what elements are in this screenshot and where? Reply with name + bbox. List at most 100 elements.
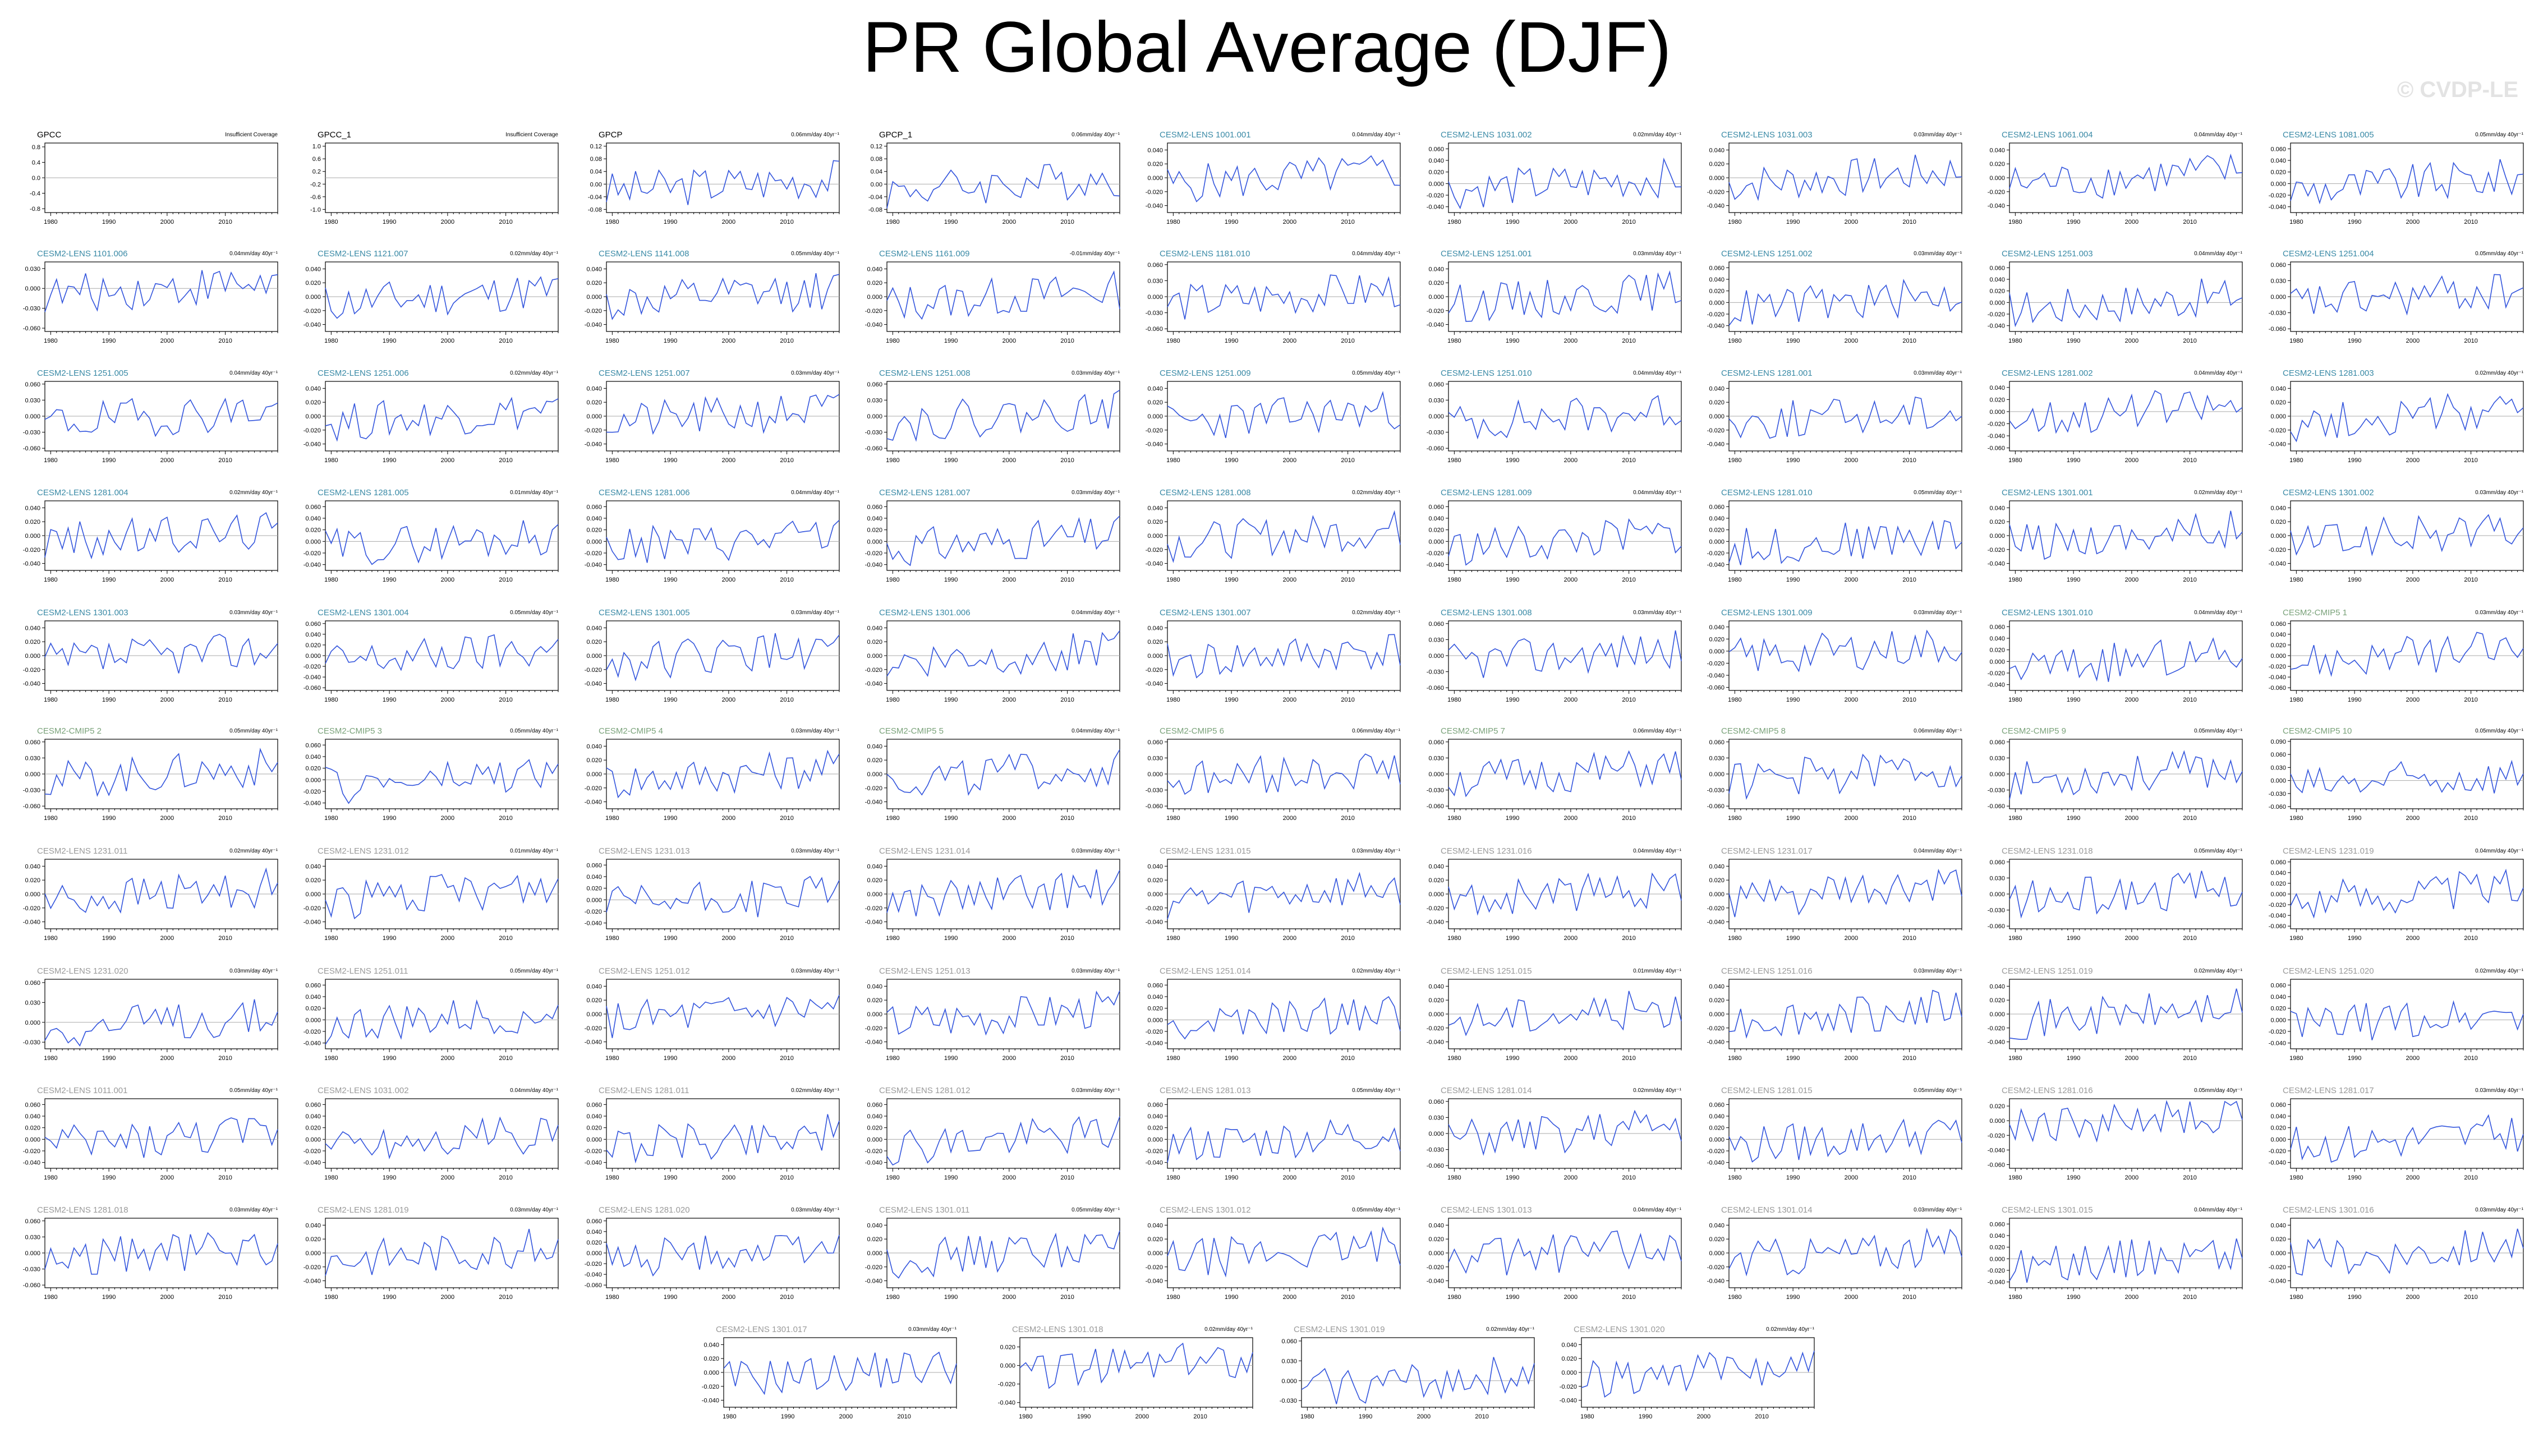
y-tick-label: 0.040	[1147, 863, 1163, 870]
y-tick-label: -0.020	[1988, 1132, 2005, 1139]
y-tick-label: 0.020	[586, 399, 602, 406]
x-tick-label: 2010	[1060, 815, 1074, 822]
x-tick-label: 1990	[102, 815, 116, 822]
x-tick-label: 2000	[722, 1055, 735, 1062]
y-tick-label: 0.040	[1709, 147, 1724, 154]
y-tick-label: 0.000	[1989, 1118, 2005, 1125]
y-tick-label: 0.060	[305, 1102, 321, 1108]
x-tick-label: 2010	[2464, 815, 2477, 822]
panel-title: CESM2-CMIP5 7	[1441, 726, 1505, 736]
chart-panel: CESM2-LENS 1251.015 0.01mm/day 40yr⁻¹ 0.04…	[1427, 966, 1682, 1062]
y-tick-label: 0.020	[1147, 1006, 1163, 1012]
panel-trend-label: 0.02mm/day 40yr⁻¹	[1633, 1088, 1682, 1094]
y-tick-label: 0.060	[1428, 504, 1444, 510]
x-tick-label: 2010	[1622, 1055, 1635, 1062]
series-line	[1167, 996, 1401, 1040]
x-tick-label: 2000	[1283, 1174, 1296, 1181]
x-tick-label: 1980	[2289, 697, 2303, 703]
series-line	[44, 1232, 278, 1275]
y-tick-label: -0.020	[303, 308, 321, 315]
y-tick-label: 0.040	[1709, 983, 1724, 990]
y-tick-label: 0.000	[867, 1136, 882, 1143]
y-tick-label: -0.040	[1707, 919, 1724, 926]
y-tick-label: 0.020	[305, 642, 321, 649]
series-line	[606, 1114, 840, 1164]
y-tick-label: -0.040	[1988, 203, 2005, 210]
x-tick-label: 2000	[160, 815, 174, 822]
panel-title: CESM2-CMIP5 2	[37, 726, 102, 736]
y-tick-label: 0.000	[1428, 1131, 1444, 1137]
panel-trend-label: 0.05mm/day 40yr⁻¹	[1914, 1088, 1962, 1094]
x-tick-label: 2010	[499, 338, 512, 344]
page-title: PR Global Average (DJF)	[862, 7, 1672, 87]
panel-trend-label: 0.04mm/day 40yr⁻¹	[2475, 848, 2524, 854]
x-tick-label: 2010	[499, 219, 512, 225]
y-tick-label: 0.030	[1989, 875, 2005, 882]
x-tick-label: 2000	[441, 1055, 454, 1062]
y-tick-label: 0.040	[1709, 1113, 1724, 1120]
y-tick-label: 0.020	[25, 877, 40, 884]
y-tick-label: 0.040	[305, 632, 321, 638]
chart-panel: CESM2-LENS 1281.013 0.05mm/day 40yr⁻¹ 0.06…	[1146, 1086, 1401, 1181]
y-tick-label: 0.020	[586, 527, 602, 534]
chart-panel: CESM2-LENS 1251.004 0.05mm/day 40yr⁻¹ 0.06…	[2269, 249, 2524, 344]
y-tick-label: -0.020	[865, 550, 882, 557]
y-tick-label: -0.040	[1146, 681, 1163, 688]
y-tick-label: 0.020	[1147, 399, 1163, 406]
x-tick-label: 1980	[1728, 1055, 1741, 1062]
y-tick-label: 0.12	[590, 144, 602, 150]
x-tick-label: 2010	[1622, 219, 1635, 225]
y-tick-label: -0.020	[1988, 311, 2005, 318]
panel-trend-label: 0.06mm/day 40yr⁻¹	[791, 132, 840, 138]
chart-panel: CESM2-LENS 1281.011 0.02mm/day 40yr⁻¹ 0.06…	[585, 1086, 840, 1181]
panel-trend-label: 0.05mm/day 40yr⁻¹	[2475, 251, 2524, 257]
x-tick-label: 2010	[2464, 338, 2477, 344]
y-tick-label: 0.000	[25, 285, 40, 292]
y-tick-label: -0.040	[303, 1160, 321, 1167]
y-tick-label: 0.040	[1147, 505, 1163, 512]
x-tick-label: 1980	[324, 697, 338, 703]
panel-title: CESM2-LENS 1301.001	[2002, 488, 2093, 497]
x-tick-label: 1990	[1786, 577, 1800, 583]
y-tick-label: 0.000	[586, 294, 602, 301]
series-line	[606, 994, 840, 1038]
x-tick-label: 1990	[102, 1055, 116, 1062]
x-tick-label: 1980	[1166, 1174, 1180, 1181]
panel-trend-label: 0.05mm/day 40yr⁻¹	[791, 251, 840, 257]
panel-trend-label: 0.03mm/day 40yr⁻¹	[1071, 1088, 1120, 1094]
y-tick-label: 0.040	[867, 515, 882, 522]
chart-panel: CESM2-LENS 1031.002 0.04mm/day 40yr⁻¹ 0.06…	[303, 1086, 559, 1181]
plot-frame	[606, 500, 840, 571]
y-tick-label: 0.000	[1147, 175, 1163, 182]
panel-title: GPCP	[599, 130, 623, 140]
y-tick-label: 0.040	[1147, 994, 1163, 1001]
x-tick-label: 1990	[1506, 815, 1519, 822]
panel-trend-label: 0.01mm/day 40yr⁻¹	[510, 490, 559, 496]
x-tick-label: 1990	[2067, 338, 2080, 344]
y-tick-label: -0.4	[30, 191, 40, 197]
chart-panel: CESM2-LENS 1081.005 0.05mm/day 40yr⁻¹ 0.06…	[2269, 130, 2524, 225]
x-tick-label: 1990	[664, 1174, 677, 1181]
y-tick-label: 0.060	[1428, 621, 1444, 628]
y-tick-label: -0.040	[23, 1160, 40, 1167]
y-tick-label: 0.000	[1709, 175, 1724, 182]
x-tick-label: 1980	[44, 1055, 57, 1062]
y-tick-label: -0.020	[2269, 664, 2286, 670]
y-tick-label: 0.060	[1147, 739, 1163, 746]
y-tick-label: 0.020	[2270, 1125, 2286, 1132]
x-tick-label: 1980	[886, 457, 899, 464]
y-tick-label: 0.000	[1709, 538, 1724, 545]
chart-panel: CESM2-LENS 1251.013 0.03mm/day 40yr⁻¹ 0.04…	[865, 966, 1120, 1062]
y-tick-label: 0.020	[305, 877, 321, 884]
series-line	[1167, 391, 1401, 438]
y-tick-label: 0.040	[586, 266, 602, 273]
panel-title: GPCC	[37, 130, 62, 140]
plot-frame	[1167, 1098, 1401, 1169]
x-tick-label: 1990	[1225, 457, 1238, 464]
y-tick-label: 0.060	[1428, 146, 1444, 153]
y-tick-label: 0.040	[1428, 158, 1444, 164]
x-tick-label: 2000	[722, 577, 735, 583]
panel-trend-label: 0.02mm/day 40yr⁻¹	[229, 490, 278, 496]
x-tick-label: 2000	[2406, 577, 2420, 583]
y-tick-label: 0.020	[1428, 527, 1444, 534]
